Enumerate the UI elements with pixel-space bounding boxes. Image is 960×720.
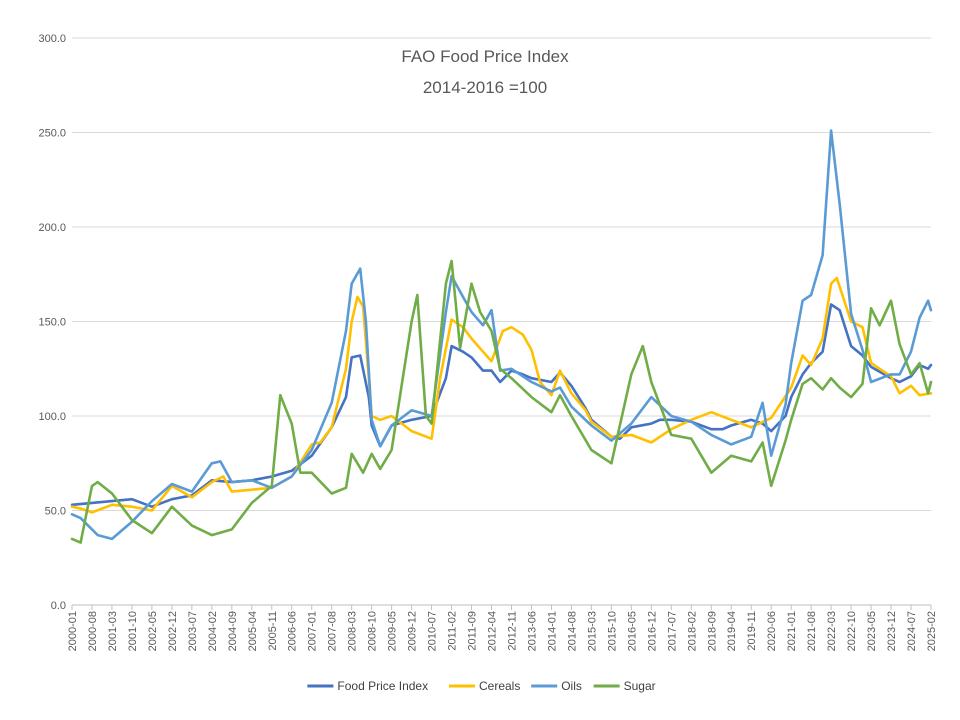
x-tick-label: 2022-03 bbox=[826, 611, 838, 651]
y-tick-label: 0.0 bbox=[51, 600, 66, 612]
x-tick-label: 2002-12 bbox=[167, 611, 179, 651]
y-axis-ticks: 0.0 50.0 100.0 150.0 200.0 250.0 300.0 bbox=[38, 33, 66, 612]
chart-subtitle: 2014-2016 =100 bbox=[423, 78, 547, 97]
y-tick-label: 200.0 bbox=[38, 222, 66, 234]
x-tick-label: 2021-01 bbox=[786, 611, 798, 651]
x-tick-label: 2012-11 bbox=[506, 611, 518, 651]
y-tick-label: 50.0 bbox=[45, 506, 66, 518]
x-tick-label: 2021-08 bbox=[806, 611, 818, 651]
x-tick-label: 2013-06 bbox=[526, 611, 538, 651]
x-tick-label: 2024-07 bbox=[906, 611, 918, 651]
x-tick-label: 2022-10 bbox=[846, 611, 858, 651]
x-tick-label: 2000-01 bbox=[67, 611, 79, 651]
x-tick-label: 2015-10 bbox=[606, 611, 618, 651]
chart-title: FAO Food Price Index bbox=[401, 47, 569, 66]
series-line-sugar bbox=[70, 259, 933, 544]
x-tick-label: 2001-03 bbox=[107, 611, 119, 651]
x-tick-label: 2023-05 bbox=[866, 611, 878, 651]
x-axis-ticks: 2000-01 2000-08 2001-03 2001-10 2002-05 2002-… bbox=[67, 605, 938, 651]
x-tick-label: 2003-07 bbox=[187, 611, 199, 651]
x-tick-label: 2001-10 bbox=[127, 611, 139, 651]
x-tick-label: 2007-08 bbox=[327, 611, 339, 651]
x-tick-label: 2014-08 bbox=[566, 611, 578, 651]
x-tick-label: 2010-07 bbox=[427, 611, 439, 651]
x-tick-label: 2017-07 bbox=[666, 611, 678, 651]
x-tick-label: 2006-06 bbox=[287, 611, 299, 651]
x-tick-label: 2019-04 bbox=[726, 611, 738, 651]
x-tick-label: 2000-08 bbox=[87, 611, 99, 651]
y-tick-label: 300.0 bbox=[38, 33, 66, 45]
x-tick-label: 2008-03 bbox=[347, 611, 359, 651]
x-tick-label: 2009-05 bbox=[387, 611, 399, 651]
x-tick-label: 2007-01 bbox=[307, 611, 319, 651]
x-tick-label: 2002-05 bbox=[147, 611, 159, 651]
x-tick-label: 2012-04 bbox=[487, 611, 499, 651]
x-tick-label: 2004-09 bbox=[227, 611, 239, 651]
y-tick-label: 150.0 bbox=[38, 317, 66, 329]
x-tick-label: 2016-05 bbox=[626, 611, 638, 651]
x-tick-label: 2011-02 bbox=[447, 611, 459, 651]
x-tick-label: 2015-03 bbox=[586, 611, 598, 651]
gridlines bbox=[72, 37, 931, 606]
x-tick-label: 2005-04 bbox=[247, 611, 259, 651]
legend-label: Oils bbox=[561, 679, 582, 693]
x-tick-label: 2014-01 bbox=[546, 611, 558, 651]
x-tick-label: 2023-12 bbox=[886, 611, 898, 651]
x-tick-label: 2018-02 bbox=[686, 611, 698, 651]
legend-label: Sugar bbox=[624, 679, 656, 693]
x-tick-label: 2011-09 bbox=[467, 611, 479, 651]
x-tick-label: 2019-11 bbox=[746, 611, 758, 651]
series-line-food-price-index bbox=[70, 303, 933, 508]
legend-label: Cereals bbox=[479, 679, 520, 693]
x-tick-label: 2008-10 bbox=[367, 611, 379, 651]
x-tick-label: 2009-12 bbox=[407, 611, 419, 651]
x-tick-label: 2025-02 bbox=[926, 611, 938, 651]
series-lines bbox=[70, 129, 933, 544]
legend-label: Food Price Index bbox=[337, 679, 428, 693]
series-line-oils bbox=[70, 129, 933, 541]
x-tick-label: 2020-06 bbox=[766, 611, 778, 651]
x-tick-label: 2018-09 bbox=[706, 611, 718, 651]
x-tick-label: 2004-02 bbox=[207, 611, 219, 651]
y-tick-label: 250.0 bbox=[38, 128, 66, 140]
y-tick-label: 100.0 bbox=[38, 411, 66, 423]
x-tick-label: 2016-12 bbox=[646, 611, 658, 651]
x-tick-label: 2005-11 bbox=[267, 611, 279, 651]
legend: Food Price Index Cereals Oils Sugar bbox=[307, 679, 656, 693]
